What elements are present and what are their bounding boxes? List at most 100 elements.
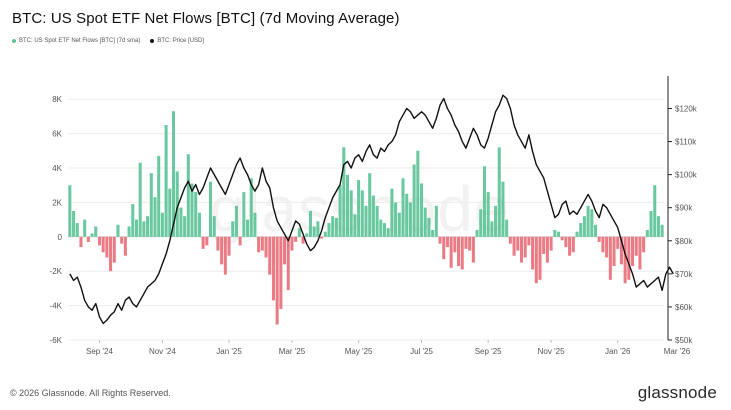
flow-bar bbox=[594, 224, 598, 237]
y-left-tick-label: -2K bbox=[50, 267, 63, 276]
flow-bar bbox=[427, 217, 431, 237]
flow-bar bbox=[431, 229, 435, 237]
flow-bar bbox=[197, 212, 201, 237]
flow-bar bbox=[656, 216, 660, 237]
flow-bar bbox=[131, 204, 135, 237]
y-left-tick-label: -6K bbox=[50, 336, 63, 345]
flow-bar bbox=[334, 217, 338, 237]
flow-bar bbox=[571, 236, 575, 253]
flow-bar bbox=[194, 192, 198, 237]
legend-price-label: BTC: Price [USD] bbox=[157, 38, 205, 44]
flow-bar bbox=[264, 236, 268, 258]
flow-bar bbox=[242, 192, 246, 237]
flow-bar bbox=[371, 195, 375, 237]
flow-bar bbox=[220, 236, 224, 265]
flow-bar bbox=[168, 188, 172, 237]
flow-bar bbox=[97, 236, 101, 246]
copyright-notice: © 2026 Glassnode. All Rights Reserved. bbox=[10, 388, 171, 398]
flow-bar bbox=[505, 219, 509, 237]
flow-bar bbox=[308, 211, 312, 237]
flow-bar bbox=[75, 223, 79, 237]
flow-bar bbox=[549, 236, 553, 251]
flow-bar bbox=[382, 223, 387, 237]
flow-bar bbox=[316, 221, 320, 237]
flow-bar bbox=[205, 236, 209, 246]
flow-bar bbox=[297, 228, 301, 237]
flow-bar bbox=[619, 236, 623, 265]
flow-bar bbox=[112, 236, 116, 263]
legend-item-price[interactable]: BTC: Price [USD] bbox=[150, 38, 204, 44]
flow-bar bbox=[364, 205, 368, 237]
flow-bar bbox=[360, 190, 364, 237]
flow-bar bbox=[160, 212, 164, 237]
flow-bar bbox=[101, 236, 105, 253]
flow-bar bbox=[545, 236, 549, 263]
y-right-tick-label: $90k bbox=[675, 204, 693, 213]
flow-bar bbox=[127, 226, 131, 237]
flow-bar bbox=[553, 229, 557, 237]
brand-logo: glassnode bbox=[637, 383, 717, 402]
flow-bar bbox=[183, 216, 187, 237]
flow-bar bbox=[94, 226, 98, 237]
flow-bar bbox=[575, 231, 579, 237]
flow-bar bbox=[579, 223, 583, 237]
flow-bar bbox=[342, 147, 346, 237]
flow-bar bbox=[453, 236, 457, 253]
legend-item-flows[interactable]: BTC: US Spot ETF Net Flows [BTC] (7d sma… bbox=[12, 38, 140, 44]
flow-bar bbox=[138, 162, 142, 237]
x-tick-label: Jan '26 bbox=[605, 347, 631, 356]
flow-bar bbox=[68, 185, 72, 237]
flow-bar bbox=[301, 236, 305, 244]
flow-bar bbox=[231, 221, 235, 237]
flow-bar bbox=[449, 236, 453, 268]
flow-bar bbox=[294, 236, 298, 242]
flow-bar bbox=[164, 125, 168, 237]
chart-area: -6K -4K -2K 0 2K 4K 6K 8K $50k $60k $70k $80k $90k $1… bbox=[50, 76, 698, 356]
flow-bar bbox=[109, 236, 113, 272]
flow-bar bbox=[471, 236, 475, 263]
flow-bar bbox=[597, 236, 601, 242]
flow-bar bbox=[271, 236, 275, 301]
flow-bar bbox=[501, 181, 505, 237]
x-tick-label: Sep '25 bbox=[475, 347, 502, 356]
flow-bars bbox=[68, 111, 664, 325]
flow-bar bbox=[516, 236, 520, 251]
y-right-tick-label: $110k bbox=[675, 138, 697, 147]
flow-bar bbox=[349, 190, 353, 237]
flow-bar bbox=[568, 236, 572, 256]
flow-bar bbox=[116, 224, 120, 237]
flow-bar bbox=[605, 236, 609, 258]
flow-bar bbox=[327, 223, 331, 237]
chart-legend: BTC: US Spot ETF Net Flows [BTC] (7d sma… bbox=[12, 38, 204, 44]
flow-bar bbox=[556, 231, 561, 237]
flow-bar bbox=[623, 236, 627, 284]
flow-bar bbox=[72, 211, 76, 237]
flow-bar bbox=[146, 216, 150, 237]
flow-bar bbox=[275, 236, 279, 325]
y-left-tick-label: 6K bbox=[52, 130, 62, 139]
flow-bar bbox=[323, 231, 327, 237]
flow-bar bbox=[445, 236, 449, 248]
flow-bar bbox=[564, 236, 568, 248]
flow-bar bbox=[375, 205, 379, 237]
legend-flows-label: BTC: US Spot ETF Net Flows [BTC] (7d sma… bbox=[19, 38, 141, 44]
flow-bar bbox=[457, 236, 461, 267]
flow-bar bbox=[468, 236, 472, 251]
flow-bar bbox=[616, 236, 620, 249]
y-left-tick-label: 4K bbox=[52, 164, 62, 173]
y-left-tick-label: 2K bbox=[52, 198, 62, 207]
flow-bar bbox=[331, 216, 335, 237]
flow-bar bbox=[201, 236, 205, 249]
flow-bar bbox=[268, 236, 272, 275]
flow-bar bbox=[464, 236, 468, 249]
flow-bar bbox=[642, 236, 646, 253]
flow-bar bbox=[527, 236, 531, 246]
flow-bar bbox=[634, 236, 638, 256]
y-right-tick-label: $60k bbox=[675, 303, 693, 312]
flow-bar bbox=[209, 181, 213, 237]
price-line bbox=[69, 94, 674, 325]
x-tick-label: Nov '24 bbox=[149, 347, 176, 356]
legend-price-dot-icon bbox=[150, 39, 155, 43]
flow-bar bbox=[227, 236, 231, 256]
flow-bar bbox=[560, 236, 564, 241]
